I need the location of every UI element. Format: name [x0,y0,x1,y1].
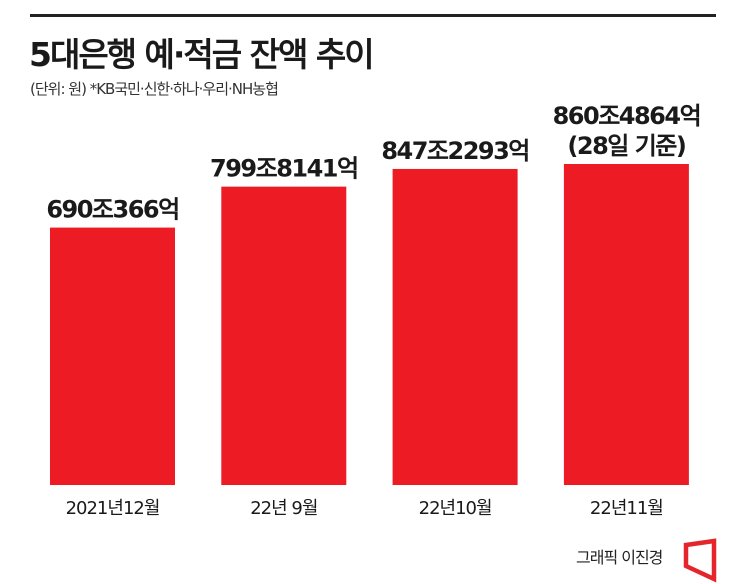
x-tick-label: 22년11월 [590,498,663,519]
bar-1 [221,186,347,485]
value-label: 847조2293억 [381,137,529,165]
value-label: (28일 기준) [567,132,685,160]
value-label: 860조4864억 [553,102,701,130]
x-tick-label: 22년10월 [419,498,492,519]
graphic-credit: 그래픽 이진경 [576,548,663,567]
value-label: 799조8141억 [210,155,358,183]
bar-2 [392,168,518,485]
value-label: 690조366억 [46,196,178,224]
chart-title: 5대은행 예·적금 잔액 추이 [29,35,375,74]
x-tick-label: 2021년12월 [66,498,160,519]
chart-subtitle: (단위: 원) *KB국민·신한·하나·우리·NH농협 [30,80,279,98]
x-tick-label: 22년 9월 [250,498,317,519]
bar-0 [50,227,175,485]
top-rule [30,14,716,17]
bar-3 [563,164,689,485]
